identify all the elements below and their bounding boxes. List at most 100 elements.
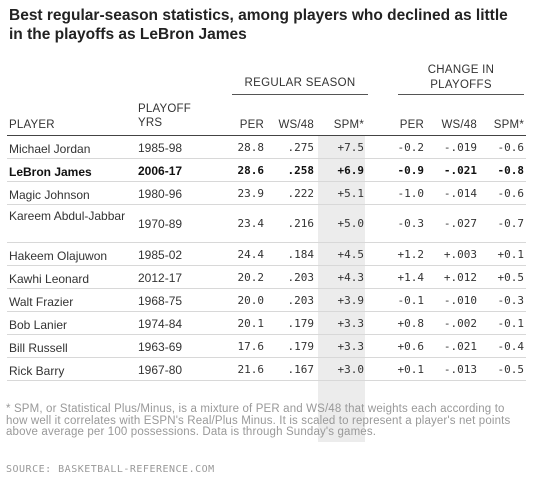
cell-playoff-yrs: 1967-80: [138, 363, 183, 377]
cell-player: Kareem Abdul-Jabbar: [9, 209, 126, 223]
cell-change-ws48: +.012: [443, 271, 477, 284]
cell-ws48: .184: [287, 248, 315, 261]
cell-player: Kawhi Leonard: [9, 272, 90, 286]
cell-change-spm: -0.5: [497, 363, 525, 376]
table-row: Rick Barry 1967-80 21.6 .167 +3.0 +0.1 -.013 -0…: [7, 358, 526, 381]
cell-change-spm: -0.6: [497, 187, 525, 200]
cell-playoff-yrs: 1970-89: [138, 217, 183, 231]
cell-player: Michael Jordan: [9, 142, 91, 156]
cell-change-ws48: -.013: [443, 363, 477, 376]
cell-change-per: +0.8: [397, 317, 425, 330]
cell-playoff-yrs: 2006-17: [138, 164, 183, 178]
cell-change-per: +0.1: [397, 363, 425, 376]
cell-ws48: .275: [287, 141, 315, 154]
table-row: Walt Frazier 1968-75 20.0 .203 +3.9 -0.1 -.010…: [7, 289, 526, 312]
cell-per: 28.8: [237, 141, 265, 154]
cell-change-spm: -0.4: [497, 340, 525, 353]
table-row: Hakeem Olajuwon 1985-02 24.4 .184 +4.5 +1.2 +.…: [7, 243, 526, 266]
cell-player: LeBron James: [9, 165, 92, 179]
cell-spm: +3.9: [337, 294, 365, 307]
cell-per: 23.4: [237, 217, 265, 230]
cell-playoff-yrs: 1985-02: [138, 248, 183, 262]
table-row: Bob Lanier 1974-84 20.1 .179 +3.3 +0.8 -.002 -0…: [7, 312, 526, 335]
cell-change-spm: -0.1: [497, 317, 525, 330]
cell-per: 20.0: [237, 294, 265, 307]
cell-change-per: +1.2: [397, 248, 425, 261]
cell-change-ws48: +.003: [443, 248, 477, 261]
cell-change-spm: +0.1: [497, 248, 525, 261]
cell-change-ws48: -.019: [443, 141, 477, 154]
cell-player: Bob Lanier: [9, 318, 68, 332]
cell-ws48: .216: [287, 217, 315, 230]
cell-change-per: -0.9: [397, 164, 425, 177]
column-header-ws48: WS/48: [278, 119, 314, 131]
table-row: LeBron James 2006-17 28.6 .258 +6.9 -0.9 -.021…: [7, 159, 526, 182]
cell-spm: +4.5: [337, 248, 365, 261]
cell-change-per: -1.0: [397, 187, 425, 200]
cell-per: 17.6: [237, 340, 265, 353]
column-header-change-spm: SPM*: [493, 119, 524, 131]
cell-per: 20.2: [237, 271, 265, 284]
cell-ws48: .203: [287, 294, 315, 307]
cell-per: 23.9: [237, 187, 265, 200]
cell-per: 24.4: [237, 248, 265, 261]
cell-change-spm: -0.3: [497, 294, 525, 307]
cell-spm: +5.1: [337, 187, 365, 200]
header-divider: [7, 135, 526, 136]
cell-player: Hakeem Olajuwon: [9, 249, 108, 263]
column-header-spm: SPM*: [333, 119, 364, 131]
cell-change-per: +1.4: [397, 271, 425, 284]
table-title: Best regular-season statistics, among pl…: [9, 7, 508, 43]
column-header-player: PLAYER: [9, 119, 55, 131]
cell-per: 28.6: [237, 164, 265, 177]
cell-change-per: -0.1: [397, 294, 425, 307]
spm-column-highlight: [318, 136, 365, 442]
group-header-regular-season: REGULAR SEASON: [244, 77, 356, 89]
cell-spm: +3.3: [337, 317, 365, 330]
cell-playoff-yrs: 1963-69: [138, 340, 183, 354]
group-underline-change-in-playoffs: [398, 94, 524, 95]
table-row: Michael Jordan 1985-98 28.8 .275 +7.5 -0.2 -.0…: [7, 136, 526, 159]
group-underline-regular-season: [232, 94, 368, 95]
cell-change-ws48: -.014: [443, 187, 477, 200]
cell-playoff-yrs: 1974-84: [138, 317, 183, 331]
cell-change-spm: +0.5: [497, 271, 525, 284]
table-row: Magic Johnson 1980-96 23.9 .222 +5.1 -1.0 -.01…: [7, 182, 526, 205]
cell-player: Rick Barry: [9, 364, 65, 378]
cell-player: Bill Russell: [9, 341, 68, 355]
column-header-per: PER: [239, 119, 264, 131]
group-header-change-in-playoffs: CHANGE IN PLAYOFFS: [427, 64, 495, 91]
cell-change-ws48: -.002: [443, 317, 477, 330]
cell-per: 20.1: [237, 317, 265, 330]
table-row: Kawhi Leonard 2012-17 20.2 .203 +4.3 +1.4 +.01…: [7, 266, 526, 289]
cell-change-per: -0.3: [397, 217, 425, 230]
cell-change-spm: -0.8: [497, 164, 525, 177]
cell-ws48: .179: [287, 317, 315, 330]
column-header-change-ws48: WS/48: [441, 119, 477, 131]
cell-playoff-yrs: 2012-17: [138, 271, 183, 285]
cell-playoff-yrs: 1968-75: [138, 294, 183, 308]
cell-ws48: .167: [287, 363, 315, 376]
cell-change-spm: -0.7: [497, 217, 525, 230]
cell-change-ws48: -.021: [443, 340, 477, 353]
footnote: * SPM, or Statistical Plus/Minus, is a m…: [6, 403, 511, 439]
table-row: Kareem Abdul-Jabbar 1970-89 23.4 .216 +5.0 -0…: [7, 205, 526, 243]
cell-ws48: .203: [287, 271, 315, 284]
cell-change-ws48: -.027: [443, 217, 477, 230]
cell-ws48: .222: [287, 187, 315, 200]
cell-playoff-yrs: 1985-98: [138, 141, 183, 155]
cell-spm: +7.5: [337, 141, 365, 154]
cell-ws48: .258: [287, 164, 315, 177]
cell-spm: +3.3: [337, 340, 365, 353]
cell-playoff-yrs: 1980-96: [138, 187, 183, 201]
cell-spm: +3.0: [337, 363, 365, 376]
cell-spm: +6.9: [337, 164, 365, 177]
cell-change-per: +0.6: [397, 340, 425, 353]
cell-change-ws48: -.010: [443, 294, 477, 307]
source-line: SOURCE: BASKETBALL-REFERENCE.COM: [6, 464, 215, 475]
cell-player: Magic Johnson: [9, 188, 90, 202]
cell-change-spm: -0.6: [497, 141, 525, 154]
cell-player: Walt Frazier: [9, 295, 74, 309]
cell-change-per: -0.2: [397, 141, 425, 154]
column-header-change-per: PER: [399, 119, 424, 131]
